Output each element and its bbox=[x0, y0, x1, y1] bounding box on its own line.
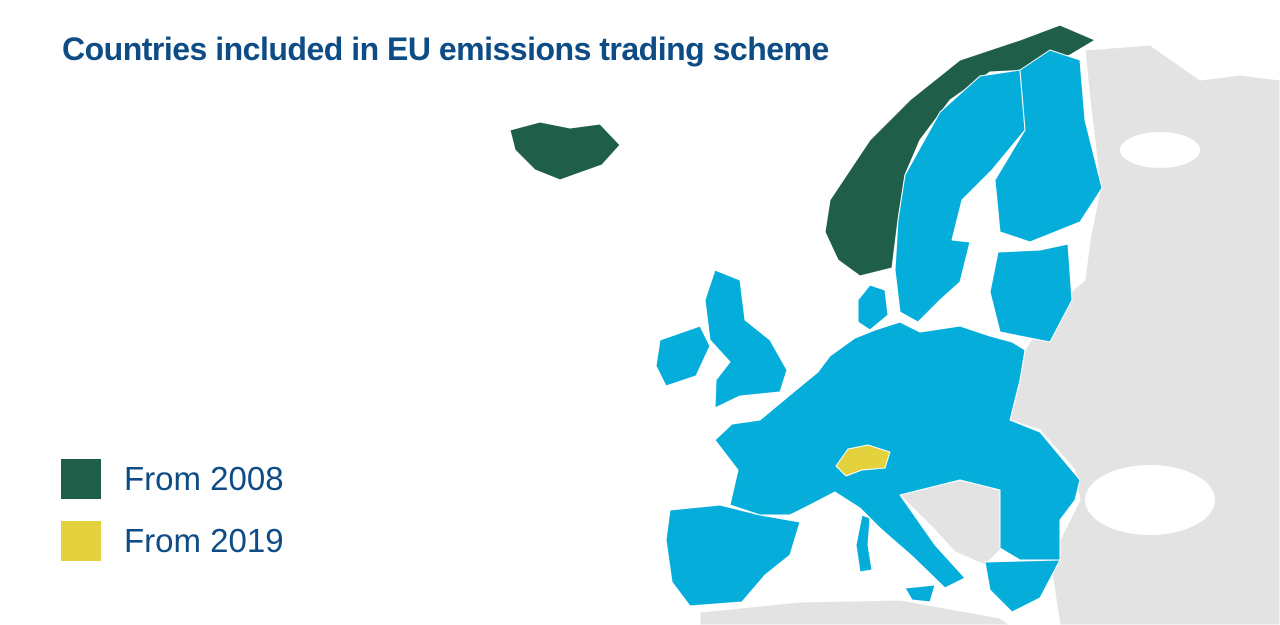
map-country-uk bbox=[704, 269, 788, 409]
map-country-ireland bbox=[655, 325, 711, 387]
black-sea bbox=[1085, 465, 1215, 535]
map-country-continental-eu bbox=[714, 321, 1081, 589]
map-country-switzerland bbox=[835, 444, 891, 477]
legend-item-2019: From 2019 bbox=[61, 521, 284, 561]
map-country-iceland bbox=[509, 121, 621, 181]
map-country-baltics bbox=[989, 243, 1073, 343]
caspian-area-white bbox=[1120, 132, 1200, 168]
map-country-iberia bbox=[665, 504, 801, 607]
map-country-sweden bbox=[894, 69, 1026, 323]
legend-label: From 2008 bbox=[124, 460, 284, 497]
legend-label: From 2019 bbox=[124, 522, 284, 559]
map-country-norway bbox=[824, 24, 1096, 277]
map-island-sicily bbox=[904, 584, 936, 603]
map-country-denmark bbox=[857, 284, 889, 331]
legend-swatch-green bbox=[61, 459, 101, 499]
map-island-sardinia-corsica bbox=[855, 514, 873, 573]
map-country-greece bbox=[984, 559, 1061, 613]
map-title: Countries included in EU emissions tradi… bbox=[62, 31, 829, 67]
map-country-finland bbox=[994, 49, 1103, 243]
legend-swatch-yellow bbox=[61, 521, 101, 561]
legend-item-2008: From 2008 bbox=[61, 459, 284, 499]
map-region-north-africa bbox=[699, 599, 1011, 625]
